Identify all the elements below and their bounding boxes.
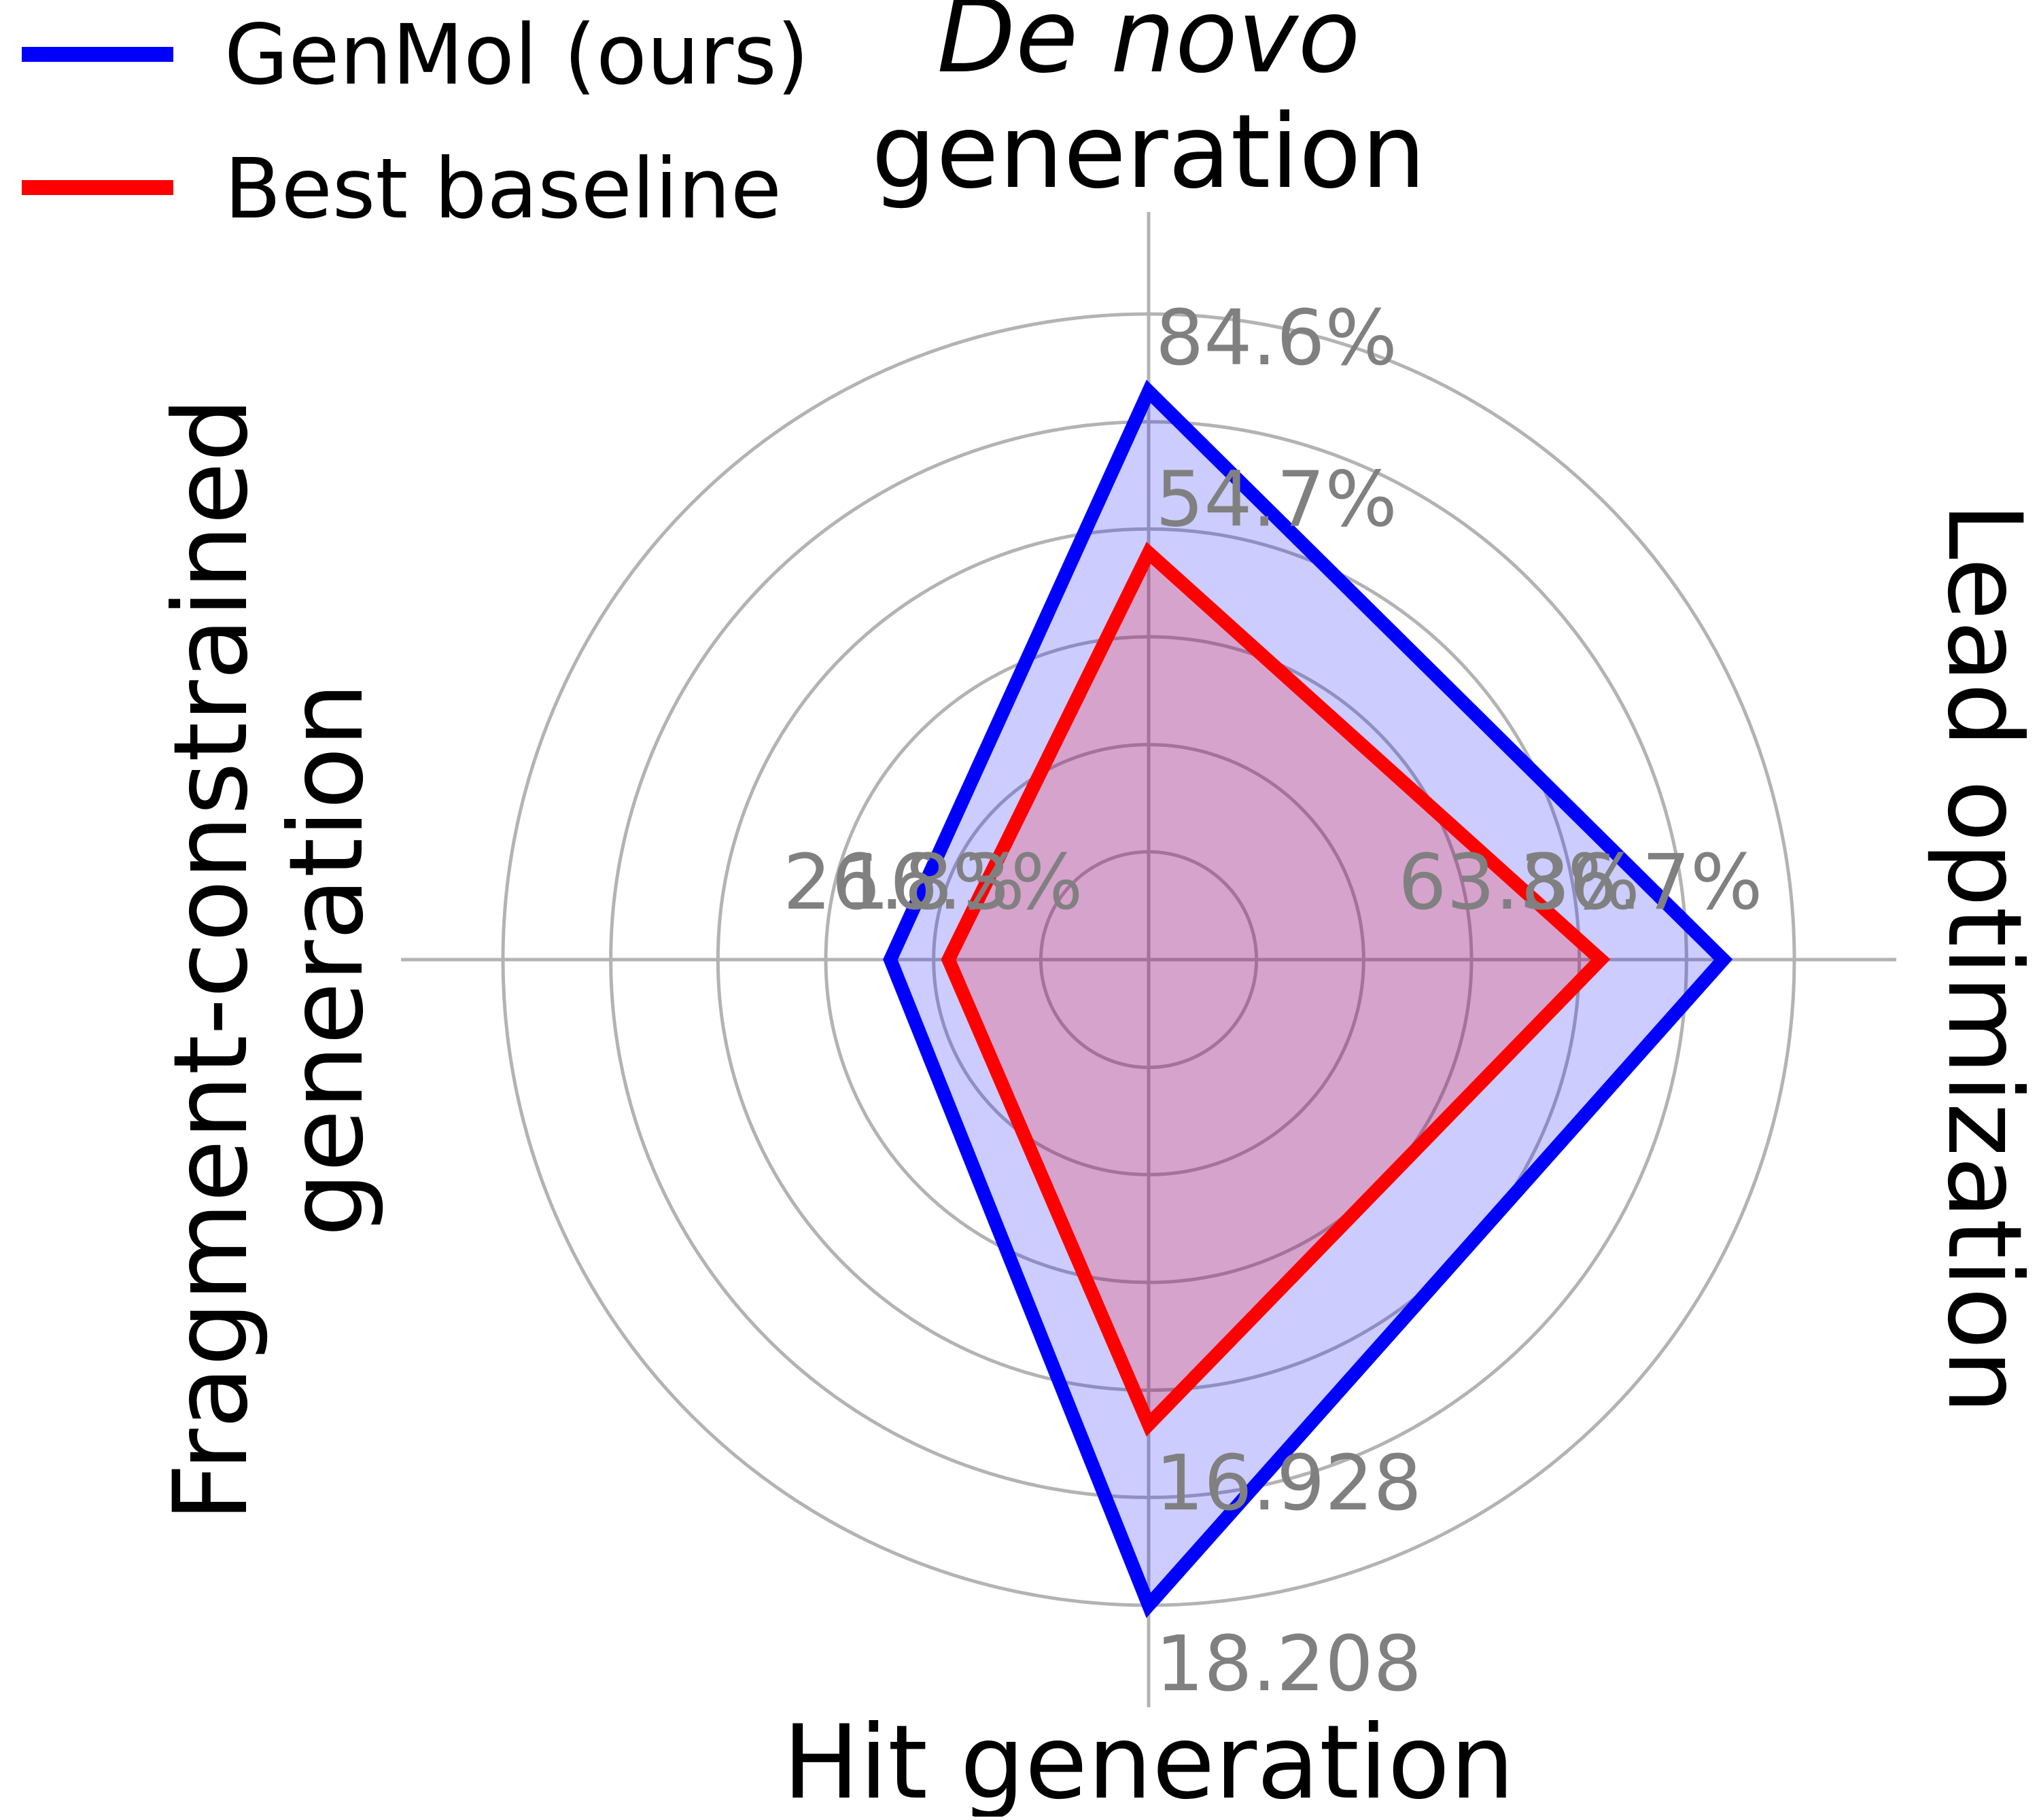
value-label-genmol-hit-generation: 18.208 (1155, 1620, 1422, 1709)
legend-label-genmol: GenMol (ours) (224, 7, 809, 103)
value-label-genmol-lead-optimization: 86.7% (1521, 839, 1763, 927)
legend-label-baseline: Best baseline (224, 141, 782, 237)
axis-title-de-novo-italic: De novo (937, 0, 1361, 96)
value-label-baseline-fragment: 16.3% (841, 839, 1083, 927)
axis-title-fragment-line2: generation (268, 682, 386, 1237)
value-labels: 84.6% 86.7% 18.208 26.8% 54.7% 63.3% 16.928 16.… (783, 294, 1762, 1709)
legend: GenMol (ours) Best baseline (22, 7, 809, 237)
value-label-baseline-lead-optimization: 63.3% (1398, 839, 1640, 927)
series-baseline-polygon (941, 542, 1611, 1437)
value-label-baseline-de-novo: 54.7% (1155, 456, 1397, 544)
axis-title-hit-generation: Hit generation (783, 1704, 1515, 1817)
radar-series (883, 379, 1733, 1618)
value-label-genmol-de-novo: 84.6% (1155, 294, 1397, 383)
value-label-baseline-hit-generation: 16.928 (1155, 1439, 1422, 1528)
value-label-genmol-fragment: 26.8% (783, 839, 1025, 927)
radar-grid (401, 212, 1896, 1707)
axis-title-lead-optimization: Lead optimization (1925, 502, 2039, 1414)
axis-title-fragment-line1: Fragment-constrained (152, 398, 271, 1522)
axis-title-de-novo: generation (871, 93, 1426, 211)
